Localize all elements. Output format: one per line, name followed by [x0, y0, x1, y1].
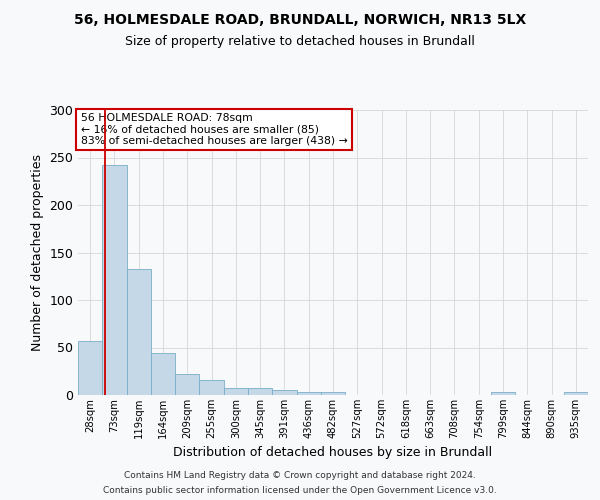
Bar — [199, 380, 224, 395]
Bar — [248, 388, 272, 395]
Bar — [151, 353, 175, 395]
Bar — [224, 388, 248, 395]
Bar — [175, 374, 199, 395]
Bar — [564, 392, 588, 395]
Bar — [102, 165, 127, 395]
Bar — [272, 390, 296, 395]
Y-axis label: Number of detached properties: Number of detached properties — [31, 154, 44, 351]
Bar — [78, 341, 102, 395]
X-axis label: Distribution of detached houses by size in Brundall: Distribution of detached houses by size … — [173, 446, 493, 460]
Text: 56 HOLMESDALE ROAD: 78sqm
← 16% of detached houses are smaller (85)
83% of semi-: 56 HOLMESDALE ROAD: 78sqm ← 16% of detac… — [80, 113, 347, 146]
Bar — [296, 392, 321, 395]
Text: Contains HM Land Registry data © Crown copyright and database right 2024.: Contains HM Land Registry data © Crown c… — [124, 471, 476, 480]
Bar — [127, 268, 151, 395]
Text: 56, HOLMESDALE ROAD, BRUNDALL, NORWICH, NR13 5LX: 56, HOLMESDALE ROAD, BRUNDALL, NORWICH, … — [74, 12, 526, 26]
Bar — [321, 392, 345, 395]
Text: Contains public sector information licensed under the Open Government Licence v3: Contains public sector information licen… — [103, 486, 497, 495]
Bar — [491, 392, 515, 395]
Text: Size of property relative to detached houses in Brundall: Size of property relative to detached ho… — [125, 35, 475, 48]
